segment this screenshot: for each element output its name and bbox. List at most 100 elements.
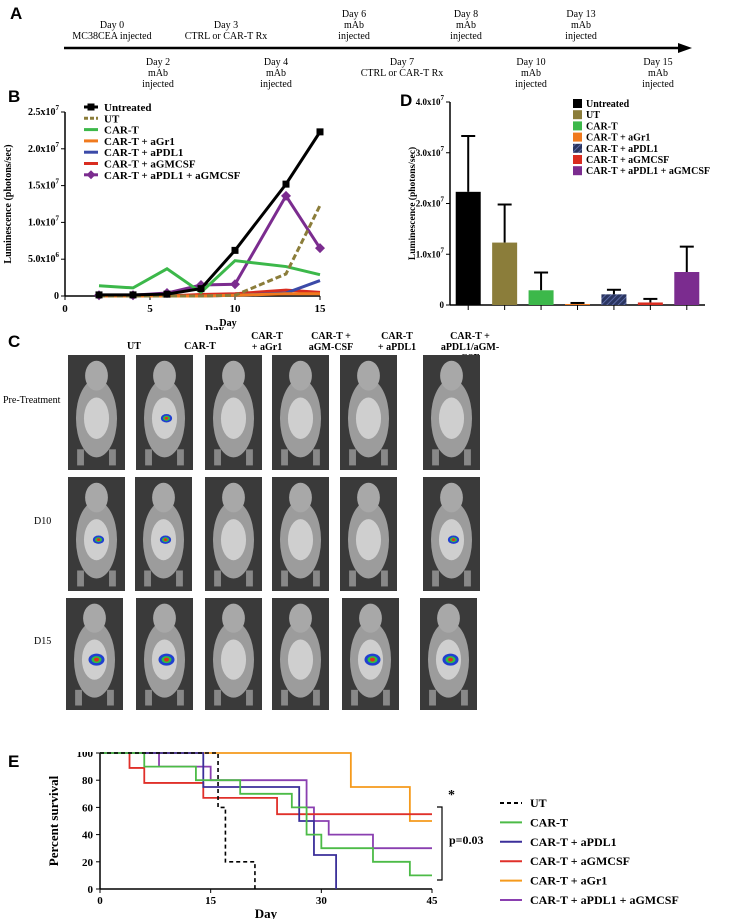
legend-swatch xyxy=(573,110,582,120)
mouse-head xyxy=(440,482,463,513)
mouse-head xyxy=(153,360,176,391)
imaging-row-label: Pre-Treatment xyxy=(3,394,61,406)
y-tick-label: 0 xyxy=(440,300,445,310)
y-tick-label: 100 xyxy=(77,752,94,760)
mouse-head xyxy=(357,360,380,391)
mouse-leg xyxy=(432,449,439,466)
y-tick-label: 4.0x107 xyxy=(416,94,445,107)
legend-label: Untreated xyxy=(586,99,630,110)
y-tick-label: 3.0x107 xyxy=(416,145,445,158)
legend-label: CAR-T + aPDL1 + aGMCSF xyxy=(530,893,679,907)
y-tick-label: 5.0x106 xyxy=(28,251,60,265)
bar xyxy=(455,191,481,305)
mouse-leg xyxy=(246,449,253,466)
legend-marker xyxy=(87,103,95,111)
legend-label: CAR-T + aGMCSF xyxy=(586,155,669,166)
x-tick-label: 15 xyxy=(315,303,327,315)
timeline-event-bottom: Day 15 mAb injected xyxy=(642,57,674,90)
mouse-leg xyxy=(246,570,253,587)
mouse-leg xyxy=(176,570,183,587)
mouse-image xyxy=(205,598,262,710)
data-point xyxy=(230,279,240,290)
legend-swatch xyxy=(573,99,582,108)
legend-label: CAR-T xyxy=(104,125,139,137)
mouse-image xyxy=(205,477,262,591)
series-line xyxy=(99,204,322,298)
mouse-head xyxy=(289,360,312,391)
legend-swatch xyxy=(573,155,582,164)
y-tick-label: 40 xyxy=(82,830,94,842)
signal-core xyxy=(163,538,168,542)
timeline-event-top: Day 8 mAb injected xyxy=(450,9,482,42)
survival-curve xyxy=(100,752,432,877)
series-line xyxy=(98,259,321,295)
mouse-image xyxy=(272,598,329,710)
data-point xyxy=(316,128,324,136)
x-axis-label: Day xyxy=(255,906,278,919)
mouse-head xyxy=(437,603,460,633)
mouse-image xyxy=(420,598,477,710)
mouse-silhouette xyxy=(212,482,255,587)
survival-curve xyxy=(100,752,256,889)
mouse-head xyxy=(153,603,176,633)
data-point xyxy=(282,180,290,188)
mouse-leg xyxy=(77,570,84,587)
mouse-belly xyxy=(220,639,247,680)
bar xyxy=(528,290,554,305)
y-tick-label: 80 xyxy=(82,775,94,787)
imaging-row-label: D15 xyxy=(34,636,52,647)
mouse-head xyxy=(440,360,463,391)
mouse-leg xyxy=(144,570,151,587)
mouse-image xyxy=(136,598,193,710)
mouse-leg xyxy=(464,570,471,587)
data-point xyxy=(231,246,239,254)
legend-label: CAR-T + aGMCSF xyxy=(530,854,630,868)
x-tick-label: 15 xyxy=(205,895,217,907)
imaging-column-header: UT xyxy=(127,341,141,352)
mouse-image xyxy=(272,477,329,591)
mouse-belly xyxy=(287,397,314,439)
mouse-leg xyxy=(214,570,221,587)
legend-label: Untreated xyxy=(104,102,151,114)
data-point xyxy=(129,291,137,299)
mouse-leg xyxy=(313,570,320,587)
y-tick-label: 2.0x107 xyxy=(28,141,60,155)
mouse-leg xyxy=(349,449,356,466)
mouse-leg xyxy=(281,570,288,587)
legend-swatch xyxy=(573,132,582,142)
x-tick-label: 5 xyxy=(147,303,153,315)
legend-marker xyxy=(86,170,96,180)
signal-core xyxy=(370,657,375,662)
survival-curve xyxy=(100,752,337,889)
y-tick-label: 1.5x107 xyxy=(28,178,60,192)
mouse-leg xyxy=(109,449,116,466)
mouse-image xyxy=(136,355,193,470)
legend-swatch xyxy=(573,121,582,131)
mouse-image xyxy=(135,477,192,591)
mouse-silhouette xyxy=(349,603,392,706)
timeline-event-top: Day 6 mAb injected xyxy=(338,9,370,42)
mouse-image xyxy=(68,477,125,591)
mouse-leg xyxy=(349,570,356,587)
chart-b-luminescence-line: 0 5.0x106 1.0x107 1.5x107 2.0x107 2.5x107 0 5 10… xyxy=(3,102,327,330)
mouse-silhouette xyxy=(279,603,322,706)
mouse-image xyxy=(340,355,397,470)
chart-d-luminescence-bar: 0 1.0x107 2.0x107 3.0x107 4.0x107 Luminescenc… xyxy=(407,94,710,310)
mouse-silhouette xyxy=(143,360,186,466)
data-point xyxy=(315,243,325,254)
signal-core xyxy=(164,416,169,420)
mouse-head xyxy=(289,603,312,633)
bar xyxy=(674,272,700,305)
data-point xyxy=(95,291,103,299)
mouse-leg xyxy=(177,449,184,466)
signal-core xyxy=(451,538,456,542)
panel-label-e: E xyxy=(8,752,20,771)
mouse-leg xyxy=(214,689,221,706)
survival-curve xyxy=(100,752,432,822)
mouse-leg xyxy=(351,689,358,706)
legend-label: CAR-T + aPDL1 xyxy=(586,144,658,155)
x-tick-label: 0 xyxy=(97,895,103,907)
mouse-silhouette xyxy=(212,603,255,706)
mouse-belly xyxy=(355,519,382,561)
mouse-leg xyxy=(214,449,221,466)
